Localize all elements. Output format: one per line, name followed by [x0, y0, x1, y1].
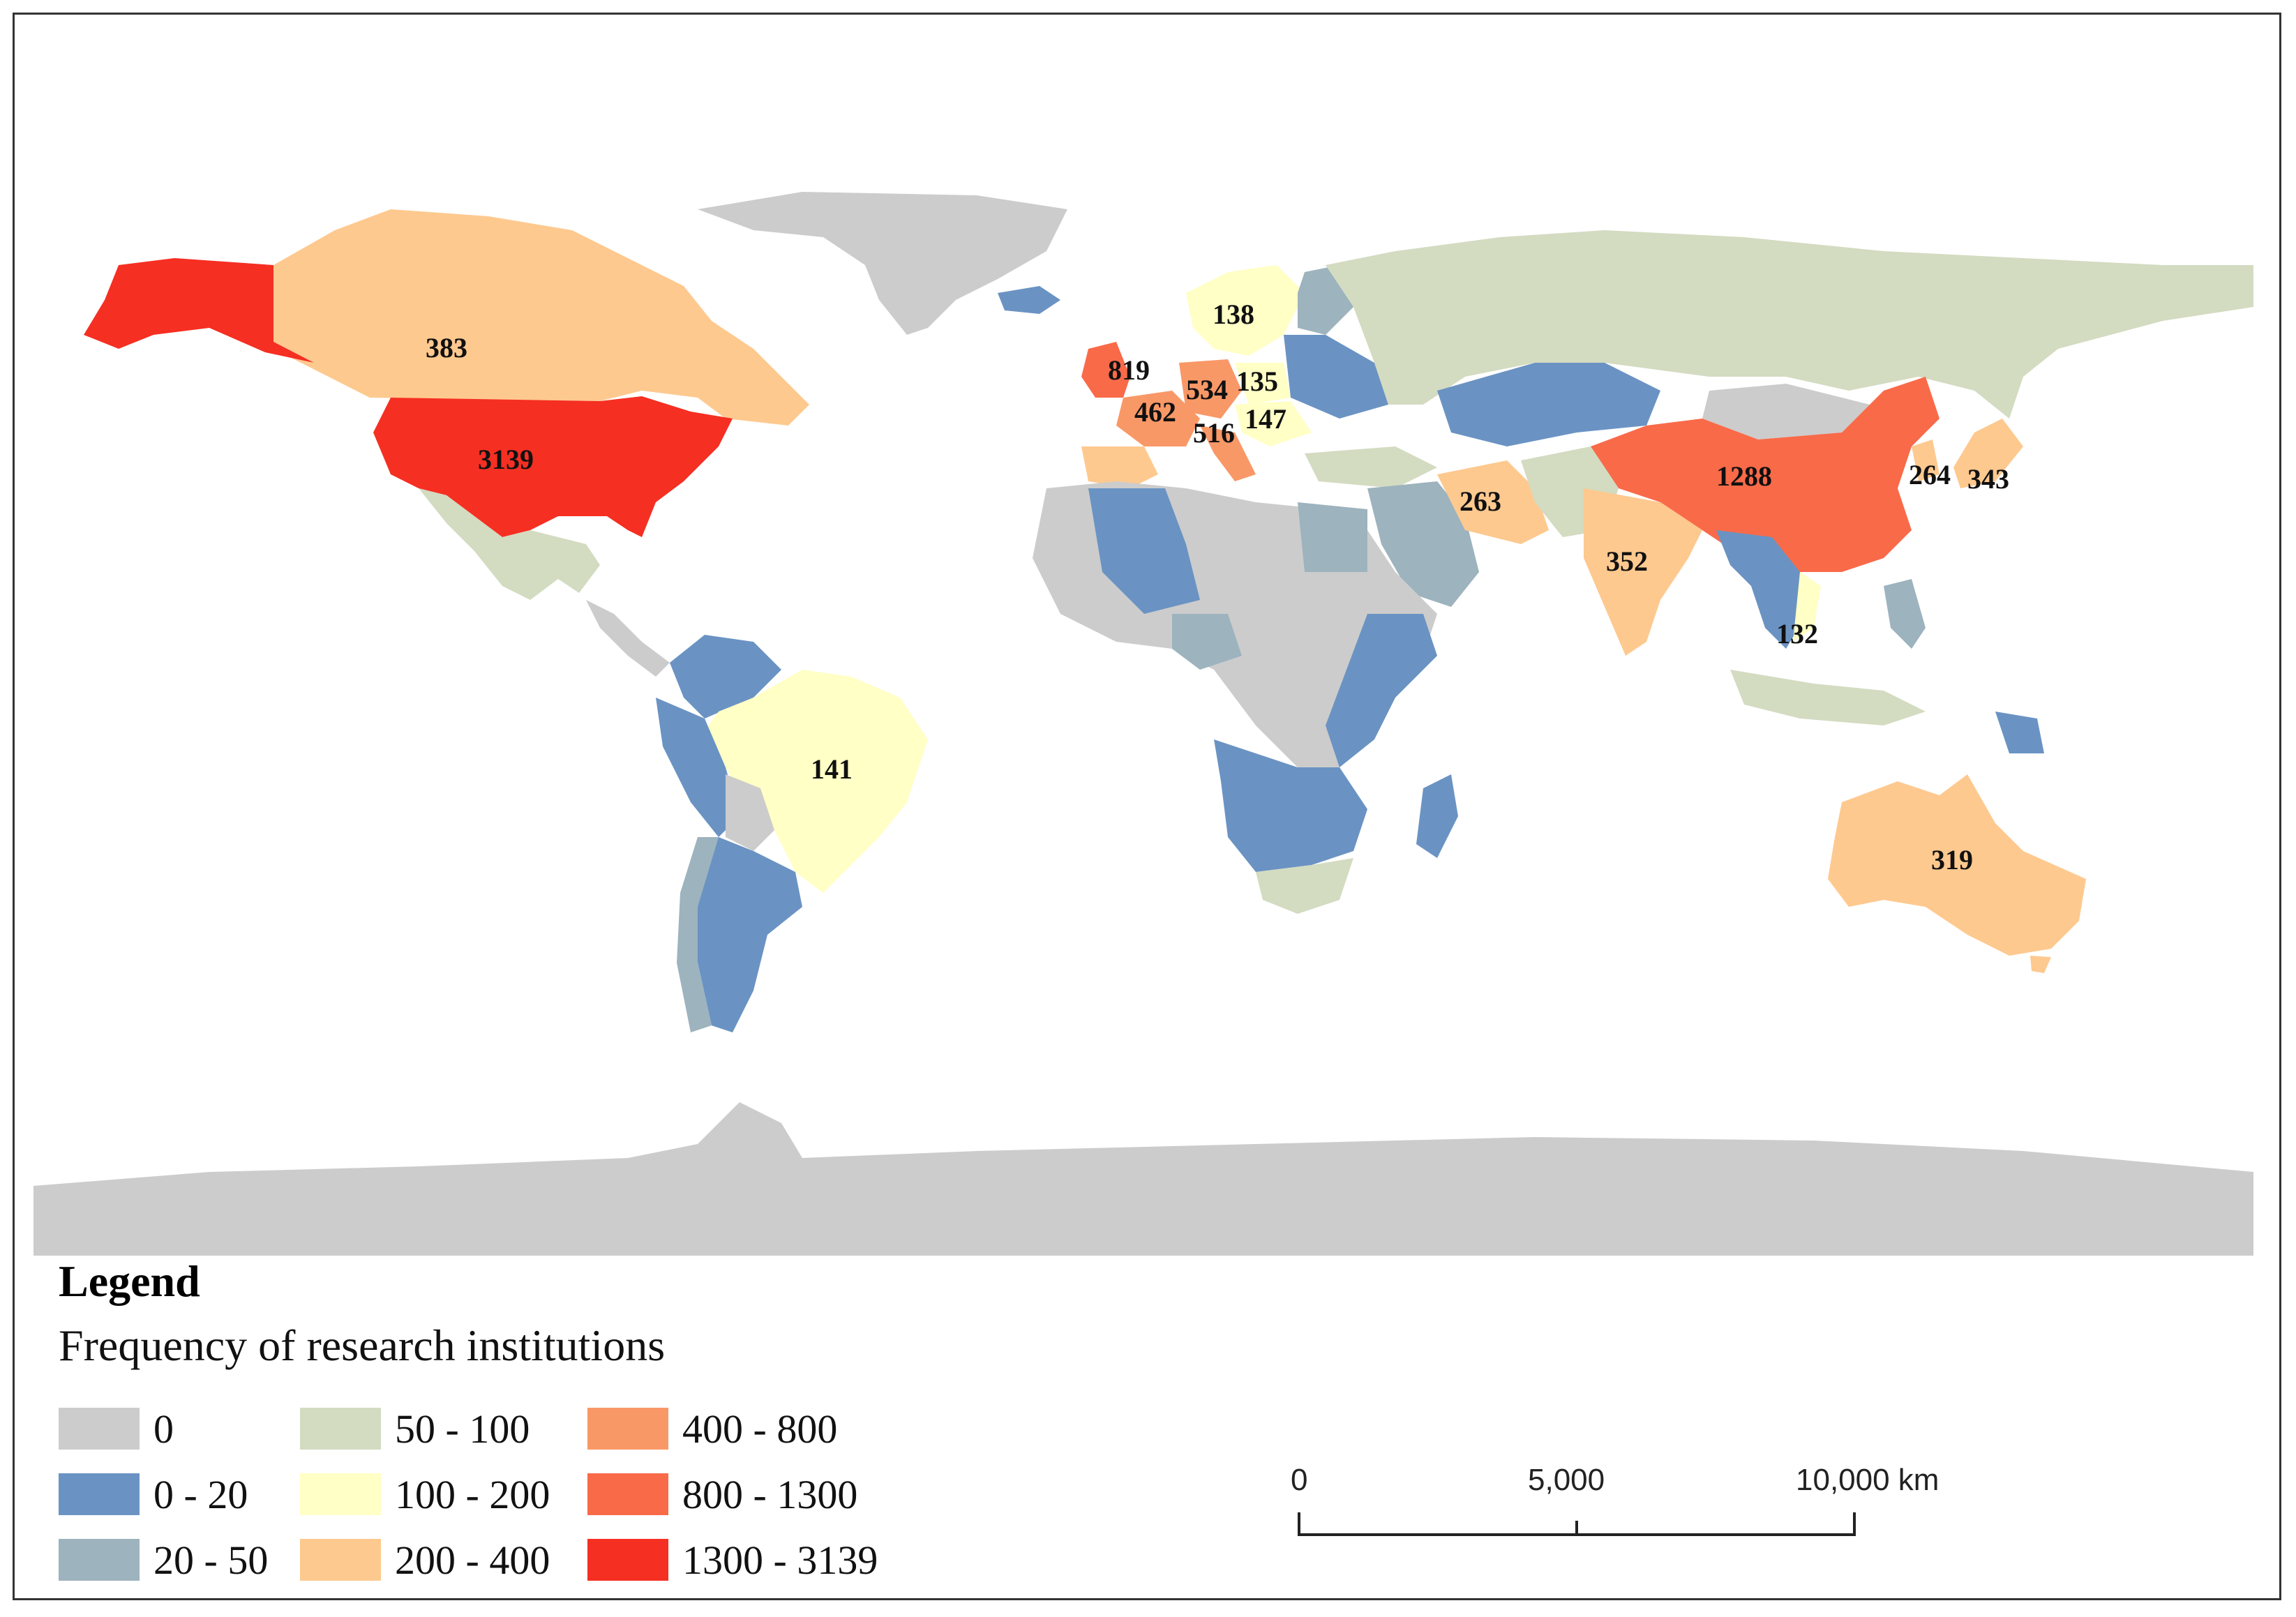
scale-tick-10000: 10,000 km — [1796, 1463, 1939, 1497]
region-central-america — [586, 600, 670, 677]
legend-label: 100 - 200 — [395, 1471, 550, 1517]
legend-title: Legend — [59, 1256, 200, 1306]
region-scandinavia — [1186, 265, 1305, 356]
region-mexico — [419, 488, 600, 600]
region-russia — [1326, 230, 2253, 419]
region-antarctica — [33, 1102, 2253, 1256]
value-label-canada: 383 — [426, 332, 467, 363]
value-label-central-europe: 147 — [1245, 403, 1286, 435]
region-china — [1591, 377, 1939, 572]
region-vietnam — [1793, 572, 1821, 642]
value-label-australia: 319 — [1931, 844, 1973, 875]
region-argentina — [698, 837, 802, 1032]
legend-item-3: 50 - 100 — [300, 1406, 530, 1452]
legend-swatch — [587, 1408, 668, 1450]
region-brazil — [698, 670, 928, 893]
region-middle-east — [1367, 481, 1479, 607]
legend-item-4: 100 - 200 — [300, 1471, 550, 1517]
legend-item-2: 20 - 50 — [59, 1537, 269, 1583]
region-mainland-se-asia — [1716, 530, 1807, 649]
region-philippines — [1884, 579, 1926, 649]
legend-item-1: 0 - 20 — [59, 1471, 248, 1517]
region-madagascar — [1416, 774, 1458, 858]
region-uk — [1081, 342, 1130, 398]
legend-swatch — [300, 1473, 381, 1515]
region-chile — [677, 837, 719, 1032]
value-label-china: 1288 — [1716, 460, 1772, 492]
value-label-iran: 263 — [1460, 486, 1501, 517]
legend-label: 20 - 50 — [153, 1537, 269, 1583]
legend-item-8: 1300 - 3139 — [587, 1537, 878, 1583]
region-eastern-europe — [1284, 335, 1388, 419]
legend-swatch — [59, 1473, 140, 1515]
region-south-africa — [1256, 858, 1353, 914]
region-japan — [1953, 419, 2023, 488]
legend-swatch — [59, 1539, 140, 1581]
value-label-poland: 135 — [1236, 366, 1278, 397]
value-label-japan: 343 — [1967, 463, 2009, 495]
legend-label: 1300 - 3139 — [682, 1537, 878, 1583]
region-mongolia — [1702, 384, 1870, 439]
value-label-brazil: 141 — [811, 753, 853, 785]
region-spain — [1081, 446, 1158, 488]
region-peru-ecuador — [656, 698, 740, 837]
region-greenland — [698, 192, 1067, 335]
scale-tick-5000: 5,000 — [1528, 1463, 1605, 1497]
region-bolivia-paraguay — [726, 774, 774, 851]
region-indonesia — [1730, 670, 1926, 725]
region-kazakhstan — [1437, 363, 1660, 446]
legend-swatch — [300, 1408, 381, 1450]
region-papua — [1995, 712, 2044, 753]
region-india — [1584, 488, 1702, 656]
region-germany — [1179, 359, 1242, 419]
region-nigeria — [1172, 614, 1242, 670]
value-label-vietnam: 132 — [1776, 618, 1818, 649]
legend-label: 0 — [153, 1406, 174, 1452]
region-france — [1116, 391, 1200, 446]
region-iran — [1437, 460, 1549, 544]
legend-item-6: 400 - 800 — [587, 1406, 838, 1452]
legend-item-7: 800 - 1300 — [587, 1471, 858, 1517]
value-label-italy: 516 — [1193, 417, 1235, 449]
region-alaska — [84, 258, 314, 363]
region-korea — [1912, 439, 1939, 481]
region-algeria — [1088, 488, 1200, 614]
region-central-europe — [1235, 401, 1312, 446]
legend-swatch — [59, 1408, 140, 1450]
value-label-uk: 819 — [1108, 354, 1150, 386]
legend-swatch — [300, 1539, 381, 1581]
region-italy — [1200, 426, 1256, 481]
value-label-usa: 3139 — [478, 444, 534, 475]
legend-label: 200 - 400 — [395, 1537, 550, 1583]
value-label-sweden: 138 — [1213, 299, 1254, 330]
legend-label: 800 - 1300 — [682, 1471, 858, 1517]
region-turkey — [1305, 446, 1437, 488]
scale-bar: 0 5,000 10,000 km — [1291, 1463, 1939, 1536]
value-label-india: 352 — [1606, 546, 1648, 577]
legend-item-5: 200 - 400 — [300, 1537, 550, 1583]
legend-subtitle: Frequency of research institutions — [59, 1321, 666, 1370]
value-label-germany: 534 — [1186, 374, 1228, 405]
region-east-africa — [1326, 614, 1437, 767]
scale-tick-0: 0 — [1291, 1463, 1307, 1497]
region-poland — [1235, 363, 1291, 405]
map-frame — [13, 13, 2281, 1600]
region-egypt — [1298, 502, 1367, 572]
value-label-france: 462 — [1134, 396, 1176, 428]
region-usa — [373, 396, 733, 537]
legend-label: 0 - 20 — [153, 1471, 248, 1517]
value-label-korea: 264 — [1909, 459, 1951, 490]
region-southern-africa — [1214, 739, 1367, 872]
legend-label: 400 - 800 — [682, 1406, 838, 1452]
legend-item-0: 0 — [59, 1406, 174, 1452]
legend-swatch — [587, 1539, 668, 1581]
region-iceland — [998, 286, 1060, 314]
legend-label: 50 - 100 — [395, 1406, 530, 1452]
region-canada — [273, 209, 809, 426]
region-tasmania — [2030, 956, 2051, 973]
legend-swatch — [587, 1473, 668, 1515]
region-australia — [1828, 774, 2086, 956]
